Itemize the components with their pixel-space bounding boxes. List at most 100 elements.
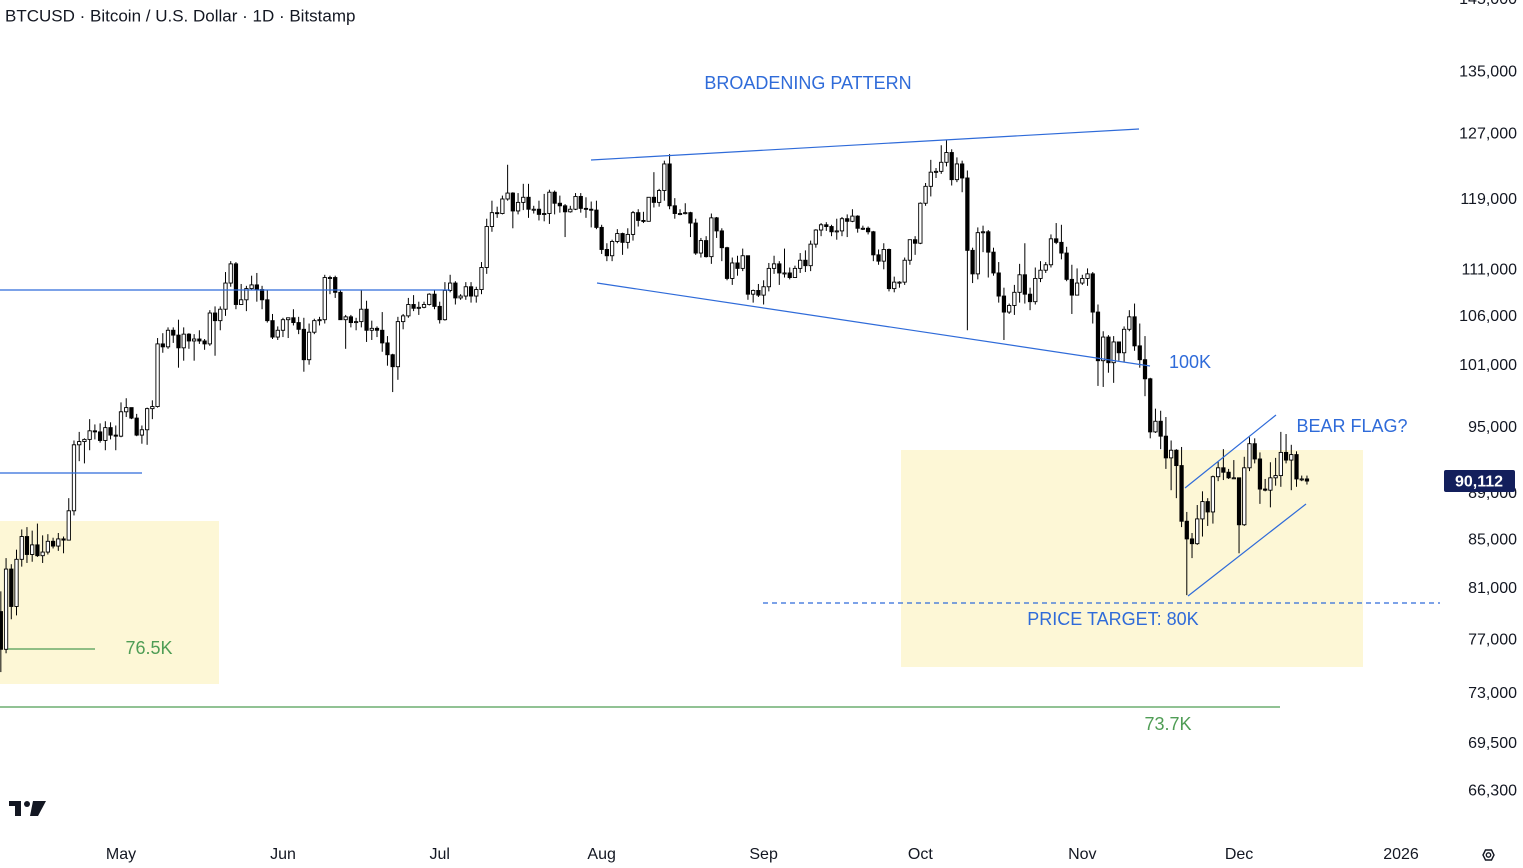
candle-body bbox=[1299, 478, 1304, 481]
trend-line bbox=[590, 128, 1140, 161]
candle-body bbox=[1200, 501, 1205, 520]
candle-body bbox=[944, 152, 949, 163]
annotation: 76.5K bbox=[125, 638, 172, 658]
candle-body bbox=[939, 161, 944, 172]
candle-body bbox=[50, 540, 56, 547]
candle-body bbox=[265, 299, 270, 322]
candle-body bbox=[1247, 443, 1252, 469]
candle-body bbox=[923, 185, 928, 204]
candle-body bbox=[1007, 304, 1012, 313]
candle-body bbox=[233, 263, 239, 305]
candle-body bbox=[108, 427, 113, 436]
candle-body bbox=[385, 342, 390, 356]
candle-body bbox=[646, 196, 651, 222]
candle-body bbox=[557, 202, 562, 207]
candle-body bbox=[531, 208, 536, 211]
candle-body bbox=[1090, 273, 1095, 313]
candle-body bbox=[9, 568, 14, 607]
last-price-label: 90,112 bbox=[1455, 473, 1503, 490]
candle-body bbox=[1027, 293, 1033, 303]
candle-body bbox=[87, 430, 92, 440]
candle-body bbox=[1169, 449, 1174, 459]
settings-icon[interactable] bbox=[1482, 849, 1495, 861]
candle-body bbox=[1080, 277, 1085, 284]
candle-body bbox=[536, 208, 542, 215]
candle-body bbox=[813, 229, 818, 245]
y-tick-label: 119,000 bbox=[1460, 191, 1517, 208]
candle-body bbox=[1263, 488, 1268, 491]
candle-body bbox=[980, 231, 986, 234]
y-tick-label: 145,000 bbox=[1459, 0, 1517, 8]
candle-body bbox=[787, 272, 792, 278]
candle-body bbox=[1012, 291, 1017, 306]
annotation: 100K bbox=[1169, 352, 1211, 372]
candle-body bbox=[1268, 477, 1273, 491]
y-tick-label: 127,000 bbox=[1459, 125, 1517, 142]
candle-body bbox=[620, 233, 625, 243]
candle-body bbox=[353, 321, 359, 324]
candle-body bbox=[212, 312, 218, 322]
candle-body bbox=[338, 291, 343, 321]
candle-body bbox=[364, 308, 369, 331]
x-tick-label: Sep bbox=[749, 846, 778, 863]
candle-body bbox=[306, 331, 312, 361]
candle-body bbox=[1085, 273, 1090, 279]
candle-body bbox=[145, 408, 150, 431]
candle-body bbox=[834, 230, 839, 233]
candle-body bbox=[881, 249, 886, 262]
candle-body bbox=[113, 434, 118, 437]
candle-body bbox=[1127, 316, 1132, 330]
candle-body bbox=[259, 289, 265, 301]
candle-body bbox=[839, 218, 845, 232]
y-tick-label: 77,000 bbox=[1468, 631, 1517, 648]
candle-body bbox=[71, 444, 77, 512]
candle-body bbox=[594, 209, 599, 228]
annotation: 73.7K bbox=[1144, 714, 1191, 734]
candle-body bbox=[1054, 238, 1059, 243]
candle-body bbox=[66, 510, 71, 541]
candle-body bbox=[1059, 241, 1064, 254]
candle-body bbox=[589, 208, 594, 211]
candle-body bbox=[1074, 282, 1080, 296]
candle-body bbox=[45, 540, 50, 553]
candle-body bbox=[1132, 316, 1137, 347]
candle-body bbox=[651, 196, 657, 203]
candle-body bbox=[421, 304, 427, 308]
candle-body bbox=[1226, 471, 1231, 479]
candle-body bbox=[1106, 336, 1111, 364]
candle-body bbox=[1189, 538, 1195, 545]
candle-body bbox=[56, 538, 61, 547]
candle-body bbox=[1257, 458, 1263, 490]
candle-body bbox=[150, 406, 155, 410]
x-tick-label: May bbox=[106, 846, 136, 863]
candle-body bbox=[1121, 328, 1127, 354]
candle-body bbox=[542, 213, 547, 215]
candle-body bbox=[510, 192, 515, 212]
candle-body bbox=[792, 267, 798, 278]
candle-body bbox=[286, 317, 291, 321]
candle-body bbox=[965, 177, 970, 251]
candle-body bbox=[1216, 467, 1221, 478]
candle-body bbox=[892, 281, 897, 290]
candle-body bbox=[609, 241, 615, 257]
candle-body bbox=[479, 267, 484, 290]
candle-body bbox=[474, 289, 479, 297]
candle-body bbox=[202, 340, 207, 345]
candle-body bbox=[662, 163, 667, 191]
candle-body bbox=[1101, 336, 1106, 362]
candle-body bbox=[871, 231, 876, 256]
candle-body bbox=[1148, 378, 1153, 433]
candle-body bbox=[244, 288, 249, 301]
candle-body bbox=[1304, 478, 1310, 482]
candle-body bbox=[761, 286, 766, 296]
candle-body bbox=[218, 308, 223, 322]
candle-body bbox=[782, 272, 787, 275]
candle-body bbox=[61, 538, 66, 541]
candle-body bbox=[719, 230, 724, 249]
candle-body bbox=[845, 218, 850, 222]
candle-body bbox=[359, 308, 364, 323]
flag-line bbox=[1187, 503, 1307, 597]
candle-body bbox=[855, 215, 860, 229]
candle-body bbox=[709, 217, 714, 258]
candle-body bbox=[1069, 278, 1074, 296]
